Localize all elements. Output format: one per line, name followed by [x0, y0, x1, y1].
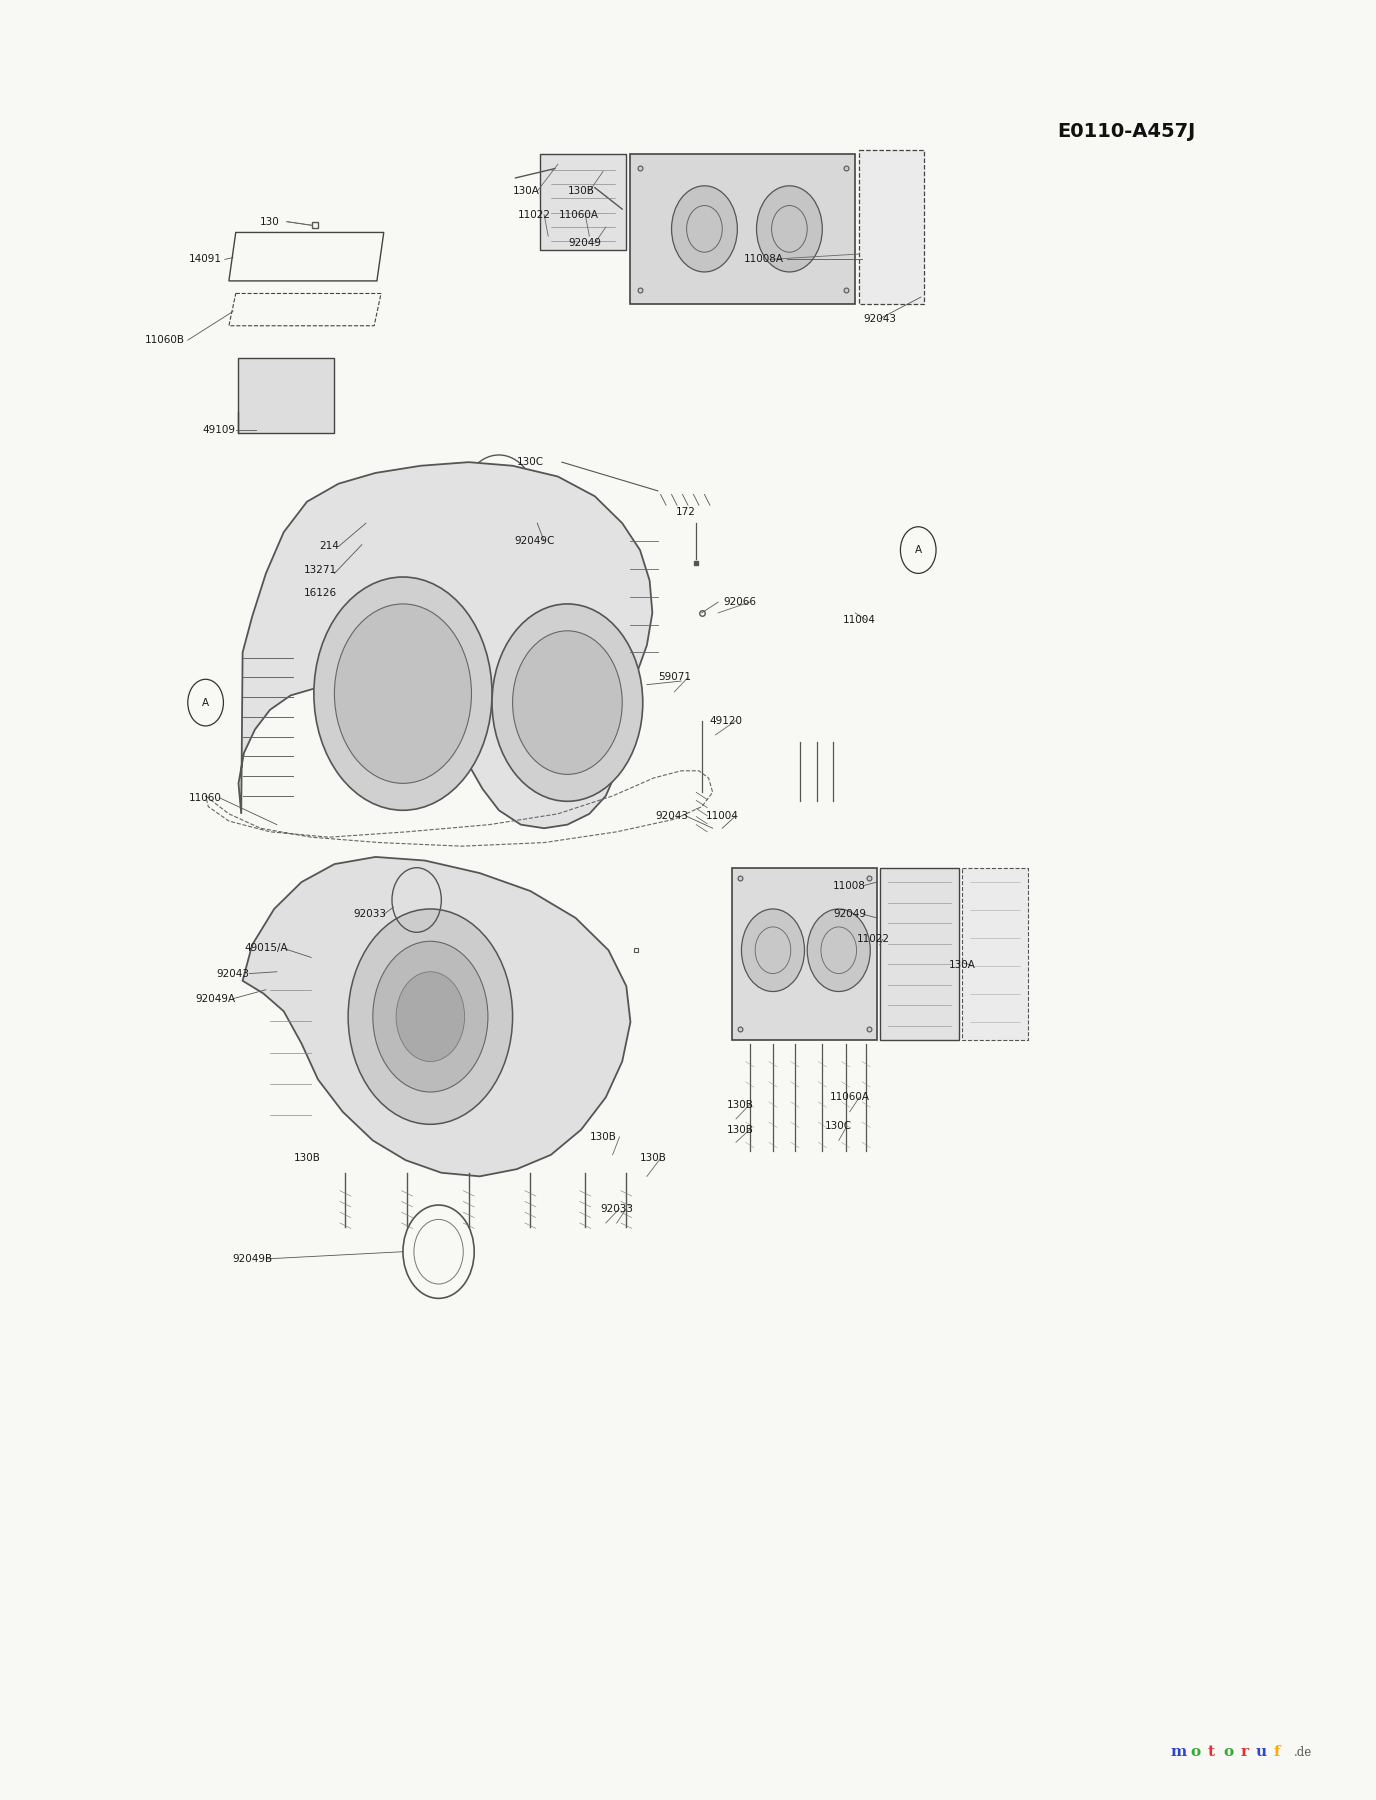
Text: A: A — [915, 545, 922, 554]
Text: 49120: 49120 — [710, 716, 743, 725]
Text: 130B: 130B — [640, 1154, 667, 1163]
Text: 59071: 59071 — [658, 673, 691, 682]
Text: 11008A: 11008A — [743, 254, 783, 265]
Text: .de: .de — [1293, 1746, 1311, 1759]
Text: 130B: 130B — [727, 1100, 754, 1109]
Circle shape — [396, 972, 465, 1062]
Text: 130: 130 — [260, 216, 279, 227]
Text: o: o — [1190, 1746, 1200, 1759]
Text: 92049: 92049 — [834, 909, 867, 920]
Text: 92043: 92043 — [655, 810, 688, 821]
Text: 92049C: 92049C — [515, 536, 555, 545]
Text: 14091: 14091 — [189, 254, 222, 265]
Text: 130B: 130B — [727, 1125, 754, 1134]
Text: 49109: 49109 — [202, 425, 235, 436]
Text: 11060B: 11060B — [144, 335, 184, 346]
Circle shape — [671, 185, 738, 272]
Circle shape — [314, 578, 493, 810]
Circle shape — [808, 909, 870, 992]
Text: 92043: 92043 — [216, 968, 249, 979]
Circle shape — [348, 909, 513, 1125]
Text: 11060A: 11060A — [559, 209, 599, 220]
Text: 13271: 13271 — [304, 565, 337, 574]
FancyBboxPatch shape — [238, 358, 334, 434]
Text: 11022: 11022 — [856, 934, 889, 945]
Polygon shape — [630, 153, 856, 304]
Text: 49015/A: 49015/A — [244, 943, 288, 954]
Text: 92033: 92033 — [354, 909, 387, 920]
Text: 130C: 130C — [517, 457, 544, 468]
Circle shape — [513, 630, 622, 774]
Text: 172: 172 — [676, 508, 695, 517]
Circle shape — [742, 909, 805, 992]
Text: A: A — [202, 698, 209, 707]
Polygon shape — [238, 463, 652, 828]
Text: 92049: 92049 — [568, 238, 601, 248]
Text: o: o — [1223, 1746, 1233, 1759]
Text: u: u — [1255, 1746, 1266, 1759]
Text: 214: 214 — [319, 542, 338, 551]
Polygon shape — [859, 149, 923, 304]
Text: 130A: 130A — [948, 959, 976, 970]
Text: 92033: 92033 — [600, 1204, 633, 1213]
Polygon shape — [962, 868, 1028, 1040]
Text: E0110-A457J: E0110-A457J — [1057, 122, 1196, 142]
Text: t: t — [1208, 1746, 1215, 1759]
Text: 130A: 130A — [513, 185, 539, 196]
Text: 11060: 11060 — [189, 792, 222, 803]
Circle shape — [493, 605, 643, 801]
Text: 11060A: 11060A — [830, 1093, 870, 1102]
Circle shape — [757, 185, 823, 272]
Text: 130C: 130C — [826, 1121, 852, 1130]
Text: 92043: 92043 — [863, 313, 896, 324]
Text: m: m — [1171, 1746, 1186, 1759]
Polygon shape — [242, 857, 630, 1177]
Text: 92049B: 92049B — [233, 1255, 272, 1264]
Polygon shape — [539, 153, 626, 250]
Text: r: r — [1240, 1746, 1248, 1759]
Polygon shape — [879, 868, 959, 1040]
Text: 130B: 130B — [293, 1154, 321, 1163]
Circle shape — [373, 941, 488, 1093]
Text: 130B: 130B — [589, 1132, 616, 1141]
Text: 130B: 130B — [568, 185, 594, 196]
Text: 11004: 11004 — [706, 810, 739, 821]
Circle shape — [334, 605, 472, 783]
Text: 92066: 92066 — [724, 598, 757, 607]
Text: 11004: 11004 — [843, 616, 875, 625]
Text: f: f — [1274, 1746, 1281, 1759]
Text: 92049A: 92049A — [195, 994, 235, 1004]
Text: 11022: 11022 — [517, 209, 550, 220]
Polygon shape — [732, 868, 877, 1040]
Text: 16126: 16126 — [304, 589, 337, 598]
Text: 11008: 11008 — [834, 880, 866, 891]
